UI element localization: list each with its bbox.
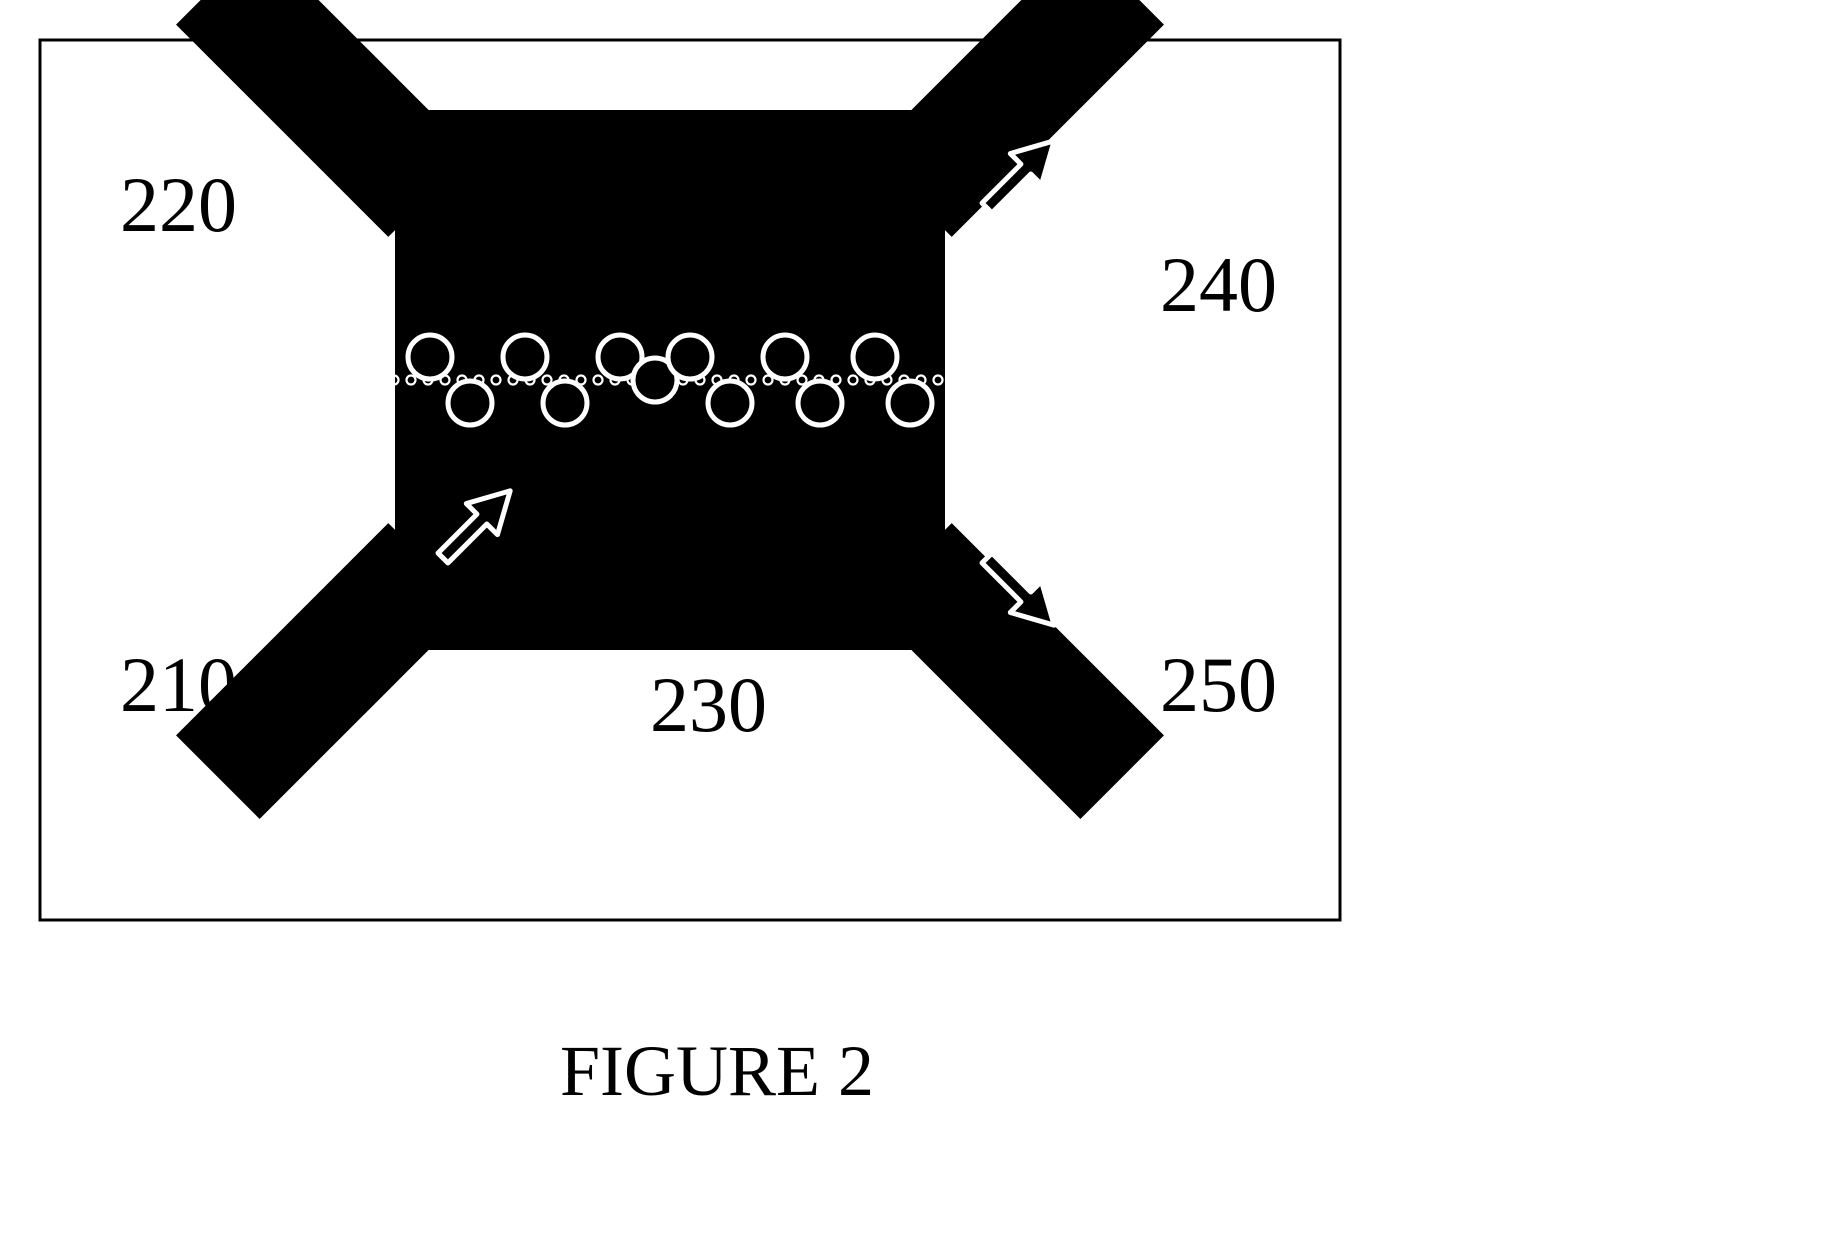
ref-label-230: 230 — [650, 660, 767, 750]
ref-label-200: 200 — [650, 100, 767, 190]
figure-caption: FIGURE 2 — [560, 1030, 874, 1113]
figure-stage: 200 220 240 210 230 250 FIGURE 2 — [0, 0, 1847, 1238]
ref-label-220: 220 — [120, 160, 237, 250]
ref-label-250: 250 — [1160, 640, 1277, 730]
ref-label-210: 210 — [120, 640, 237, 730]
ref-label-240: 240 — [1160, 240, 1277, 330]
diagram-svg — [0, 0, 1847, 1238]
